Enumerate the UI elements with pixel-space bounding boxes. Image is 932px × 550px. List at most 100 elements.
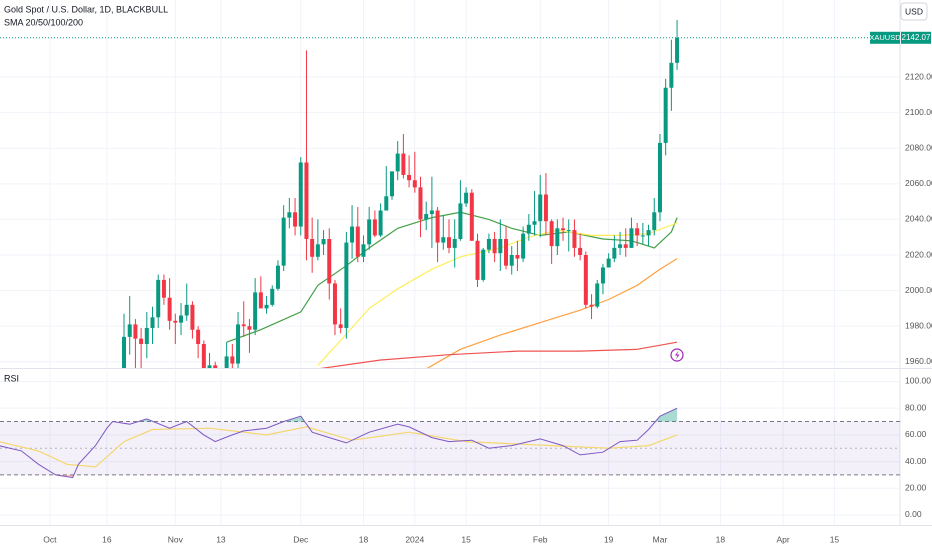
currency-label[interactable]: USD xyxy=(905,6,923,16)
candle-body xyxy=(275,265,280,289)
candle-body xyxy=(355,226,360,257)
x-tick-label: 18 xyxy=(716,534,726,544)
currency-button[interactable] xyxy=(900,2,928,21)
y-tick-label: 2080.00 xyxy=(905,142,932,152)
chart-title: Gold Spot / U.S. Dollar, 1D, BLACKBULL xyxy=(4,4,168,14)
candle-body xyxy=(469,192,474,241)
x-tick-label: Oct xyxy=(43,534,57,544)
candle-body xyxy=(589,304,594,307)
rsi-ma-line xyxy=(0,426,678,468)
rsi-tick-label: 40.00 xyxy=(905,456,927,466)
candle-body xyxy=(167,297,172,321)
rsi-tick-label: 100.00 xyxy=(905,376,931,386)
candle-body xyxy=(179,315,184,323)
candle-body xyxy=(139,338,144,344)
candle-body xyxy=(367,219,372,245)
candle-body xyxy=(161,279,166,298)
rsi-pane xyxy=(0,370,900,525)
y-tick-label: 2100.00 xyxy=(905,107,932,117)
candle-body xyxy=(412,180,417,188)
y-tick-label: 2040.00 xyxy=(905,214,932,224)
candle-body xyxy=(663,87,668,143)
x-tick-label: 16 xyxy=(102,534,112,544)
y-tick-label: 2120.00 xyxy=(905,71,932,81)
candle-body xyxy=(424,214,429,220)
sma-line xyxy=(226,211,678,343)
symbol-tag xyxy=(870,31,900,44)
candle-body xyxy=(675,37,680,63)
candle-body xyxy=(270,288,275,305)
candle-body xyxy=(315,244,320,257)
candle-body xyxy=(578,247,583,256)
candle-body xyxy=(606,258,611,268)
candle-body xyxy=(332,283,337,325)
candle-body xyxy=(600,267,605,284)
candle-body xyxy=(184,304,189,316)
candle-body xyxy=(372,219,377,236)
candle-body xyxy=(498,238,503,254)
rsi-tick-label: 20.00 xyxy=(905,483,927,493)
x-tick-label: 15 xyxy=(461,534,471,544)
rsi-line xyxy=(0,407,678,479)
candle-body xyxy=(492,238,497,254)
candle-body xyxy=(310,238,315,257)
candle-body xyxy=(389,171,394,197)
candle-body xyxy=(173,320,178,323)
sma-line xyxy=(319,341,678,368)
candle-body xyxy=(521,233,526,259)
candle-body xyxy=(549,221,554,247)
candle-body xyxy=(213,365,218,368)
candle-body xyxy=(538,194,543,222)
candle-body xyxy=(224,356,229,368)
rsi-tick-label: 80.00 xyxy=(905,402,927,412)
candle-body xyxy=(566,230,571,232)
candle-body xyxy=(481,249,486,280)
sma-line xyxy=(426,258,678,368)
last-price-label: 2142.07 xyxy=(902,33,931,42)
candle-body xyxy=(640,235,645,237)
candle-body xyxy=(526,224,531,234)
candle-body xyxy=(236,324,241,364)
rsi-oversold-fill xyxy=(0,474,678,478)
candle-body xyxy=(122,336,127,368)
price-tag xyxy=(901,31,931,44)
candle-body xyxy=(190,304,195,330)
candle-body xyxy=(635,228,640,236)
candle-body xyxy=(281,217,286,266)
candle-body xyxy=(293,212,298,227)
candle-body xyxy=(298,162,303,227)
candle-body xyxy=(583,255,588,305)
candle-body xyxy=(504,238,509,266)
candle-body xyxy=(447,237,452,248)
candle-body xyxy=(441,237,446,243)
candle-body xyxy=(247,326,252,330)
x-tick-label: 2024 xyxy=(405,534,424,544)
candle-body xyxy=(669,62,674,88)
rsi-label: RSI xyxy=(4,373,19,383)
candle-body xyxy=(572,230,577,248)
candle-body xyxy=(515,255,520,259)
candle-body xyxy=(418,187,423,220)
candle-body xyxy=(612,247,617,259)
candle-body xyxy=(629,228,634,248)
candle-body xyxy=(264,304,269,309)
candle-body xyxy=(207,365,212,368)
candle-body xyxy=(561,228,566,231)
y-tick-label: 2060.00 xyxy=(905,178,932,188)
candle-body xyxy=(452,238,457,248)
candle-body xyxy=(344,242,349,328)
candle-body xyxy=(543,194,548,222)
candle-body xyxy=(327,238,332,284)
candle-body xyxy=(321,238,326,245)
candle-body xyxy=(429,210,434,215)
symbol-label: XAUUSD xyxy=(869,33,901,42)
indicator-legend: SMA 20/50/100/200 xyxy=(4,17,83,27)
candle-body xyxy=(407,174,412,181)
candle-body xyxy=(350,226,355,243)
x-tick-label: Dec xyxy=(293,534,309,544)
candle-body xyxy=(657,142,662,213)
y-tick-label: 1980.00 xyxy=(905,320,932,330)
candle-body xyxy=(338,324,343,328)
candle-body xyxy=(623,244,628,248)
